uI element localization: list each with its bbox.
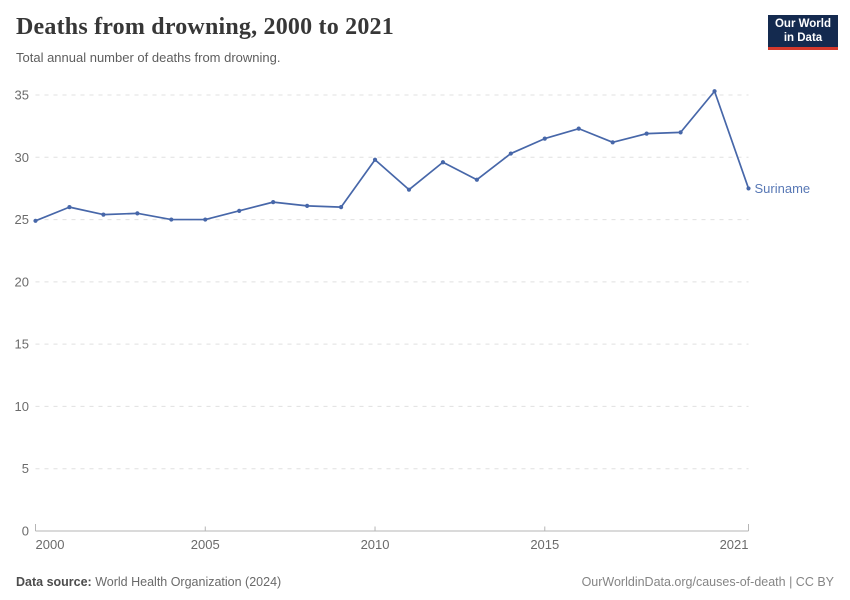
x-axis-label-2021: 2021 — [720, 537, 749, 552]
data-source-label: Data source: — [16, 575, 92, 589]
y-axis-label-20: 20 — [15, 274, 29, 289]
data-point-2014[interactable] — [508, 151, 513, 156]
y-axis-label-30: 30 — [15, 150, 29, 165]
y-axis-label-10: 10 — [15, 399, 29, 414]
x-axis-label-2000: 2000 — [36, 537, 65, 552]
data-point-2001[interactable] — [67, 205, 72, 210]
chart-subtitle: Total annual number of deaths from drown… — [16, 50, 281, 65]
y-axis-label-15: 15 — [15, 337, 29, 352]
data-point-2019[interactable] — [678, 130, 683, 135]
data-point-2016[interactable] — [576, 126, 581, 131]
y-axis-label-0: 0 — [22, 524, 29, 539]
data-point-2009[interactable] — [338, 205, 344, 210]
data-point-2005[interactable] — [203, 217, 208, 222]
chart-title: Deaths from drowning, 2000 to 2021 — [16, 14, 394, 40]
license-link[interactable]: OurWorldinData.org/causes-of-death | CC … — [581, 575, 834, 589]
data-point-2002[interactable] — [101, 212, 106, 217]
data-point-2004[interactable] — [169, 217, 174, 222]
data-point-2017[interactable] — [610, 140, 615, 145]
data-point-2008[interactable] — [305, 203, 310, 208]
data-point-2011[interactable] — [406, 187, 412, 192]
data-point-2003[interactable] — [135, 211, 140, 216]
owid-logo-line2: in Data — [783, 32, 823, 44]
data-point-2012[interactable] — [440, 160, 446, 165]
data-point-2000[interactable] — [33, 218, 38, 223]
x-axis-label-2005: 2005 — [191, 537, 220, 552]
series-line-Suriname[interactable] — [34, 90, 750, 222]
chart-footer: Data source: World Health Organization (… — [0, 575, 850, 589]
data-point-2010[interactable] — [372, 157, 378, 162]
data-point-2015[interactable] — [542, 136, 547, 141]
data-point-2007[interactable] — [271, 200, 276, 205]
y-axis-label-5: 5 — [22, 461, 29, 476]
chart-header: Deaths from drowning, 2000 to 2021 Total… — [16, 14, 756, 65]
data-point-2021[interactable] — [746, 186, 751, 191]
data-point-2006[interactable] — [237, 208, 242, 213]
x-axis-label-2010: 2010 — [361, 537, 390, 552]
x-axis-label-2015: 2015 — [530, 537, 559, 552]
data-source-value: World Health Organization (2024) — [95, 575, 282, 589]
y-axis-label-35: 35 — [15, 88, 29, 103]
y-axis-label-25: 25 — [15, 212, 29, 227]
owid-logo[interactable]: Our World in Data — [768, 15, 838, 50]
owid-logo-line1: Our World — [774, 18, 831, 30]
data-point-2020[interactable] — [712, 89, 717, 94]
data-point-2013[interactable] — [474, 177, 479, 182]
entity-label-Suriname[interactable]: Suriname — [755, 181, 811, 196]
data-source: Data source: World Health Organization (… — [16, 575, 281, 589]
data-point-2018[interactable] — [644, 131, 649, 136]
